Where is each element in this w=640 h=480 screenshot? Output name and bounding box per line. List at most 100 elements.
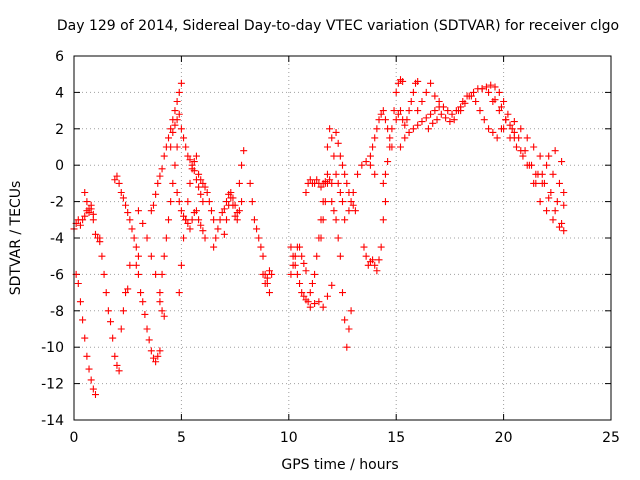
data-point bbox=[405, 107, 413, 115]
data-point bbox=[134, 270, 142, 278]
data-point bbox=[334, 179, 342, 187]
data-point bbox=[218, 209, 226, 217]
data-point bbox=[124, 209, 132, 217]
data-point bbox=[83, 352, 91, 360]
series-pass-27 bbox=[360, 198, 389, 275]
y-tick-label: -2 bbox=[50, 195, 64, 211]
data-point bbox=[487, 81, 495, 89]
data-point bbox=[87, 376, 95, 384]
data-point bbox=[371, 134, 379, 142]
x-tick-label: 0 bbox=[70, 430, 79, 446]
data-point bbox=[328, 134, 336, 142]
data-point bbox=[195, 183, 203, 191]
data-point bbox=[371, 261, 379, 269]
data-point bbox=[317, 183, 325, 191]
data-point bbox=[547, 189, 555, 196]
data-point bbox=[461, 99, 469, 107]
data-point bbox=[180, 234, 188, 242]
data-point bbox=[332, 128, 340, 136]
data-point bbox=[85, 205, 93, 213]
data-point bbox=[317, 234, 325, 242]
data-point bbox=[165, 216, 173, 224]
data-point bbox=[298, 252, 306, 260]
data-point bbox=[261, 280, 269, 287]
data-point bbox=[220, 205, 228, 213]
data-point bbox=[532, 170, 540, 178]
data-point bbox=[302, 189, 310, 196]
series-pass-6 bbox=[117, 261, 134, 333]
data-point bbox=[149, 201, 157, 209]
data-point bbox=[422, 114, 430, 122]
data-point bbox=[173, 189, 181, 196]
data-point bbox=[517, 125, 525, 133]
data-point bbox=[216, 216, 224, 224]
data-point bbox=[203, 189, 211, 196]
y-axis-label: SDTVAR / TECUs bbox=[8, 181, 24, 296]
series-pass-23 bbox=[317, 125, 346, 242]
data-point bbox=[489, 98, 497, 105]
data-point bbox=[431, 107, 439, 115]
x-axis-label: GPS time / hours bbox=[281, 457, 398, 473]
data-point bbox=[321, 198, 329, 206]
data-point bbox=[265, 267, 273, 275]
data-point bbox=[115, 179, 123, 187]
data-point bbox=[470, 88, 478, 96]
data-point bbox=[154, 179, 162, 187]
data-point bbox=[349, 201, 357, 209]
series-pass-12 bbox=[173, 189, 209, 242]
data-point bbox=[379, 179, 387, 187]
data-point bbox=[485, 88, 493, 96]
data-point bbox=[212, 234, 220, 242]
data-point bbox=[444, 107, 452, 115]
data-point bbox=[392, 88, 400, 96]
data-point bbox=[427, 79, 435, 87]
data-point bbox=[500, 125, 508, 133]
data-point bbox=[231, 212, 239, 220]
data-point bbox=[268, 270, 276, 278]
data-point bbox=[300, 259, 308, 267]
data-point bbox=[435, 98, 443, 105]
data-point bbox=[158, 165, 166, 173]
data-point bbox=[240, 147, 248, 155]
data-point bbox=[399, 77, 407, 85]
data-point bbox=[223, 198, 231, 206]
data-point bbox=[401, 121, 409, 129]
data-point bbox=[549, 216, 557, 224]
data-point bbox=[177, 261, 185, 269]
data-point bbox=[220, 230, 228, 238]
data-point bbox=[450, 116, 458, 124]
data-point bbox=[364, 261, 372, 269]
data-point bbox=[396, 107, 404, 115]
data-point bbox=[390, 107, 398, 115]
data-point bbox=[287, 270, 295, 278]
data-point bbox=[152, 358, 160, 366]
y-tick-label: 0 bbox=[55, 158, 64, 174]
grid-lines bbox=[74, 56, 611, 420]
data-point bbox=[132, 261, 140, 269]
data-point bbox=[76, 298, 84, 306]
data-point bbox=[169, 179, 177, 187]
data-point bbox=[259, 252, 267, 260]
data-point bbox=[341, 316, 349, 324]
data-point bbox=[560, 189, 568, 196]
data-point bbox=[186, 156, 194, 164]
series-pass-9 bbox=[147, 79, 185, 215]
data-point bbox=[510, 134, 518, 142]
data-point bbox=[79, 216, 87, 224]
data-point bbox=[345, 325, 353, 333]
data-point bbox=[334, 234, 342, 242]
data-point bbox=[197, 221, 205, 229]
axis-ticks: 0 5 10 15 20 25 -14 -12 -10 -8 -6 -4 -2 0 2 4 6 bbox=[41, 49, 620, 446]
data-point bbox=[308, 280, 316, 287]
data-point bbox=[111, 352, 119, 360]
data-point bbox=[319, 303, 327, 311]
data-point bbox=[182, 216, 190, 224]
series-pass-24 bbox=[328, 198, 355, 351]
data-point bbox=[81, 212, 89, 220]
data-point bbox=[343, 343, 351, 351]
y-tick-label: -10 bbox=[41, 340, 64, 356]
series-pass-14 bbox=[195, 170, 218, 224]
data-point bbox=[175, 198, 183, 206]
data-point bbox=[128, 225, 136, 233]
data-point bbox=[538, 170, 546, 178]
